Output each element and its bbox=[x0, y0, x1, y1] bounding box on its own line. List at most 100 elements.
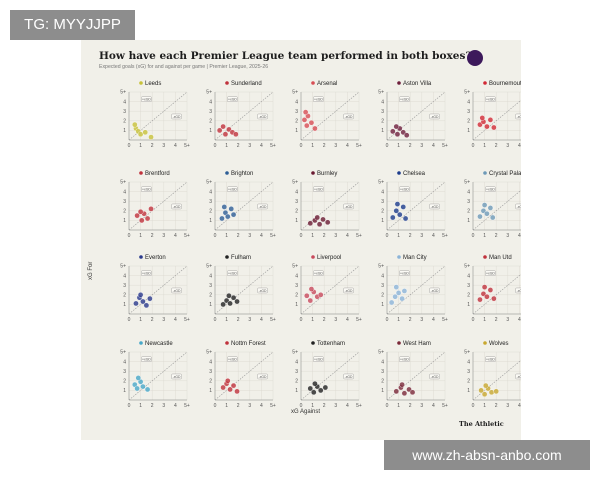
x-tick-label: 5+ bbox=[356, 317, 362, 323]
data-point bbox=[140, 298, 146, 305]
x-tick-label: 3 bbox=[506, 317, 509, 323]
team-crest-icon bbox=[311, 171, 315, 175]
parity-line bbox=[214, 181, 274, 231]
team-crest-icon bbox=[311, 81, 315, 85]
y-tick-label: 5+ bbox=[206, 180, 212, 186]
x-tick-label: 4 bbox=[518, 317, 521, 323]
data-point bbox=[312, 380, 318, 387]
y-tick-label: 1 bbox=[295, 302, 298, 308]
quadrant-tag-label: +xGD bbox=[142, 272, 151, 276]
team-name: Newcastle bbox=[145, 341, 173, 347]
quadrant-tag-label: +xGD bbox=[314, 272, 323, 276]
quadrant-tag bbox=[227, 356, 238, 362]
quadrant-tag bbox=[343, 203, 354, 210]
quadrant-tag bbox=[257, 287, 268, 294]
x-tick-label: 3 bbox=[334, 143, 337, 149]
quadrant-tag bbox=[399, 270, 410, 276]
x-tick-label: 1 bbox=[311, 143, 314, 149]
x-tick-label: 4 bbox=[260, 403, 263, 409]
parity-line bbox=[300, 91, 360, 141]
data-point bbox=[484, 123, 490, 130]
x-tick-label: 5+ bbox=[356, 233, 362, 239]
team-name: Sunderland bbox=[231, 81, 262, 87]
y-tick-label: 2 bbox=[123, 119, 126, 125]
team-panel: Aston Villa +xGD -xGD 0 1 1 2 2 3 3 4 4 5+ 5+ bbox=[378, 81, 448, 149]
y-tick-label: 5+ bbox=[206, 90, 212, 96]
quadrant-tag bbox=[485, 96, 496, 102]
quadrant-tag bbox=[515, 203, 521, 210]
team-crest-icon bbox=[483, 81, 487, 85]
x-tick-label: 3 bbox=[420, 143, 423, 149]
y-tick-label: 4 bbox=[295, 273, 298, 279]
y-tick-label: 4 bbox=[209, 273, 212, 279]
data-point bbox=[301, 117, 308, 123]
x-tick-label: 1 bbox=[397, 403, 400, 409]
quadrant-tag bbox=[171, 287, 182, 294]
parity-line bbox=[128, 265, 188, 315]
parity-line bbox=[300, 181, 360, 231]
x-tick-label: 0 bbox=[300, 403, 303, 409]
quadrant-tag bbox=[429, 203, 440, 210]
quadrant-tag bbox=[429, 287, 440, 294]
data-point bbox=[133, 300, 139, 307]
quadrant-tag bbox=[171, 373, 182, 380]
x-tick-label: 3 bbox=[334, 403, 337, 409]
x-tick-label: 0 bbox=[128, 233, 131, 239]
quadrant-tag bbox=[343, 287, 354, 294]
y-tick-label: 5+ bbox=[378, 350, 384, 356]
data-point bbox=[134, 385, 140, 392]
data-point bbox=[222, 131, 229, 138]
data-point bbox=[389, 214, 396, 221]
team-name: Burnley bbox=[317, 171, 337, 177]
quadrant-tag bbox=[171, 203, 182, 210]
x-tick-label: 5+ bbox=[184, 143, 190, 149]
y-tick-label: 5+ bbox=[464, 264, 470, 270]
y-tick-label: 5+ bbox=[378, 264, 384, 270]
x-tick-label: 2 bbox=[495, 317, 498, 323]
y-tick-label: 4 bbox=[381, 189, 384, 195]
x-tick-label: 0 bbox=[472, 403, 475, 409]
x-tick-label: 0 bbox=[214, 403, 217, 409]
x-tick-label: 0 bbox=[214, 233, 217, 239]
data-point bbox=[137, 131, 144, 138]
quadrant-tag bbox=[141, 356, 152, 362]
y-tick-label: 3 bbox=[467, 283, 470, 289]
quadrant-tag-label: -xGD bbox=[173, 289, 181, 293]
x-tick-label: 4 bbox=[432, 143, 435, 149]
quadrant-tag-label: -xGD bbox=[259, 205, 267, 209]
quadrant-tag-label: +xGD bbox=[400, 358, 409, 362]
y-tick-label: 5+ bbox=[464, 350, 470, 356]
x-tick-label: 3 bbox=[420, 233, 423, 239]
team-panel: Nottm Forest +xGD -xGD 0 1 1 2 2 3 3 4 4 5+ 5+ bbox=[206, 341, 276, 409]
x-tick-label: 0 bbox=[472, 317, 475, 323]
data-point bbox=[477, 213, 483, 220]
y-tick-label: 5+ bbox=[292, 350, 298, 356]
x-tick-label: 4 bbox=[260, 233, 263, 239]
data-point bbox=[484, 210, 490, 217]
data-point bbox=[144, 215, 151, 222]
data-point bbox=[230, 294, 237, 301]
data-point bbox=[491, 124, 497, 131]
x-tick-label: 0 bbox=[128, 317, 131, 323]
x-tick-label: 5+ bbox=[270, 403, 276, 409]
x-tick-label: 4 bbox=[260, 317, 263, 323]
data-point bbox=[308, 119, 315, 126]
team-name: Wolves bbox=[489, 341, 509, 347]
data-point bbox=[489, 214, 496, 221]
quadrant-tag-label: -xGD bbox=[431, 289, 439, 293]
x-tick-label: 5+ bbox=[442, 233, 448, 239]
parity-line bbox=[214, 351, 274, 401]
quadrant-tag-label: -xGD bbox=[517, 205, 521, 209]
x-tick-label: 5+ bbox=[184, 403, 190, 409]
parity-line bbox=[386, 91, 446, 141]
quadrant-tag bbox=[141, 270, 152, 276]
y-tick-label: 2 bbox=[209, 209, 212, 215]
team-panel: Brighton +xGD -xGD 0 1 1 2 2 3 3 4 4 5+ 5+ bbox=[206, 171, 276, 239]
y-tick-label: 4 bbox=[209, 359, 212, 365]
x-tick-label: 2 bbox=[323, 317, 326, 323]
x-tick-label: 0 bbox=[386, 403, 389, 409]
data-point bbox=[303, 292, 310, 299]
quadrant-tag bbox=[171, 113, 182, 120]
